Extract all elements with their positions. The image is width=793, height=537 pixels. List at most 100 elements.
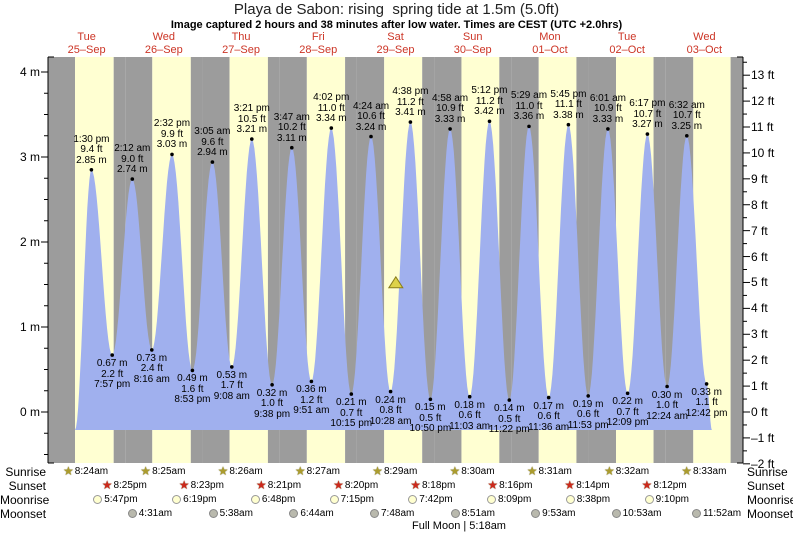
day-header-line: Wed — [693, 31, 716, 43]
tide-label-line: 1.7 ft — [220, 380, 243, 392]
day-header-line: Wed — [152, 31, 176, 43]
tide-extreme-dot — [566, 122, 571, 127]
moonrise-icon — [408, 495, 418, 504]
sunrise-time: 8:25am — [152, 466, 186, 477]
y-axis-label-m: 3 m — [19, 150, 40, 164]
moonrise-time: 7:15pm — [340, 494, 374, 505]
tide-extreme-dot — [704, 382, 709, 386]
high-tide-label: 3:47 am 10.2 ft 3.11 m — [260, 112, 324, 145]
high-tide-label: 3:05 am 9.6 ft 2.94 m — [180, 127, 244, 159]
tide-label-line: 10:28 am — [369, 415, 412, 427]
tide-label-line: 10.7 ft — [672, 110, 701, 122]
sunrise-icon: ★ — [294, 464, 306, 478]
tide-label-line: 0.30 m — [651, 389, 683, 401]
tide-label-line: 0.49 m — [177, 373, 208, 385]
sunset-entry: ★ 8:14pm — [564, 479, 609, 492]
sunset-time: 8:23pm — [190, 480, 224, 491]
y-axis-label-ft: 4 ft — [751, 301, 768, 316]
day-header-line: Mon — [539, 31, 561, 43]
tide-area — [75, 121, 712, 431]
y-axis-label-m: 0 m — [19, 405, 40, 419]
y-axis-label-ft: 8 ft — [751, 197, 768, 212]
tide-label-line: 1:30 pm — [73, 133, 110, 145]
moonset-entry: 7:48am — [369, 507, 415, 520]
tide-label-line: 5:45 pm — [550, 88, 587, 100]
tide-label-line: 5:12 pm — [471, 85, 508, 97]
moonset-time: 6:44am — [300, 508, 334, 519]
tide-extreme-dot — [210, 160, 215, 164]
moonrise-time: 6:48pm — [261, 494, 296, 505]
low-tide-label: 0.17 m 0.6 ft 11:36 am — [517, 401, 581, 434]
moonrise-icon — [565, 495, 575, 504]
tide-label-line: 3.36 m — [513, 111, 545, 123]
moonrise-entry: 6:48pm — [250, 493, 296, 506]
tide-label-line: 3.25 m — [671, 120, 703, 132]
sunrise-entry: ★ 8:30am — [449, 465, 494, 478]
y-axis-label-ft: 10 ft — [751, 145, 775, 160]
y-axis-label-ft: 7 ft — [751, 223, 768, 238]
tide-label-line: 2.2 ft — [101, 368, 124, 380]
tide-extreme-dot — [329, 126, 334, 130]
sunrise-row-label-right: Sunrise — [747, 465, 788, 479]
tide-label-line: 3.11 m — [276, 132, 307, 144]
y-axis-label-ft: 11 ft — [751, 120, 774, 134]
low-tide-label: 0.73 m 2.4 ft 8:16 am — [120, 353, 184, 386]
tide-label-line: 1.0 ft — [655, 400, 679, 411]
sunrise-entry: ★ 8:26am — [218, 465, 263, 478]
tide-extreme-dot — [250, 137, 254, 141]
moonset-time: 7:48am — [380, 508, 415, 519]
tide-label-line: 11:53 pm — [567, 419, 609, 431]
sunrise-row-label-left: Sunrise — [5, 465, 46, 479]
tide-label-line: 3:21 pm — [233, 103, 270, 115]
tide-label-line: 0.7 ft — [340, 407, 363, 419]
sunset-entry: ★ 8:25pm — [102, 479, 147, 492]
high-tide-label: 5:12 pm 11.2 ft 3.42 m — [457, 86, 521, 118]
moonset-entry: 4:31am — [127, 507, 172, 520]
tide-label-line: 11:22 pm — [488, 424, 530, 436]
sunset-icon: ★ — [641, 478, 653, 492]
tide-extreme-dot — [487, 119, 492, 124]
sunrise-time: 8:32am — [615, 466, 650, 477]
night-band — [730, 57, 743, 463]
moonset-icon — [611, 509, 621, 518]
tide-extreme-dot — [110, 353, 114, 357]
tide-label-line: 10:15 pm — [330, 418, 373, 430]
tide-extreme-dot — [89, 168, 94, 172]
tide-label-line: 3.38 m — [553, 109, 584, 121]
moonrise-entry: 9:10pm — [644, 493, 689, 506]
day-header: Wed 03–Oct — [664, 31, 744, 57]
tide-label-line: 7:57 pm — [94, 379, 131, 391]
sunrise-icon: ★ — [604, 464, 615, 478]
moonset-entry: 9:53am — [531, 507, 575, 520]
moonset-icon — [208, 509, 218, 518]
night-band — [48, 57, 76, 463]
sunrise-time: 8:29am — [383, 466, 418, 477]
tide-label-line: 9:38 pm — [253, 408, 291, 420]
tide-label-line: 1.0 ft — [260, 398, 284, 410]
tide-label-line: 12:24 am — [646, 410, 688, 422]
moonrise-entry: 8:09pm — [486, 493, 531, 506]
y-axis-label-m: 1 m — [19, 320, 40, 334]
moonrise-icon — [172, 495, 182, 504]
y-axis-label-ft: 6 ft — [751, 249, 768, 264]
moonrise-row-label-right: Moonrise — [747, 493, 793, 507]
moonrise-entry: 5:47pm — [93, 493, 138, 506]
tide-label-line: 3.33 m — [592, 113, 624, 125]
page-title: Playa de Sabon: rising spring tide at 1.… — [233, 1, 560, 18]
tide-label-line: 4:24 am — [352, 100, 390, 112]
sunset-icon: ★ — [333, 478, 344, 492]
day-header: Sun 30–Sep — [433, 31, 513, 57]
moonset-entry: 10:53am — [611, 507, 661, 520]
tide-label-line: 9:51 am — [293, 405, 330, 417]
day-header: Wed 26–Sep — [124, 31, 204, 57]
moonrise-entry: 8:38pm — [565, 493, 610, 506]
tide-label-line: 6:17 pm — [629, 98, 666, 110]
moonset-time: 9:53am — [542, 508, 576, 519]
high-tide-label: 6:32 am 10.7 ft 3.25 m — [655, 100, 719, 133]
tide-label-line: 10.9 ft — [436, 103, 464, 115]
tide-label-line: 2.85 m — [76, 154, 107, 166]
sunset-entry: ★ 8:21pm — [256, 479, 301, 492]
tide-extreme-dot — [270, 383, 274, 387]
